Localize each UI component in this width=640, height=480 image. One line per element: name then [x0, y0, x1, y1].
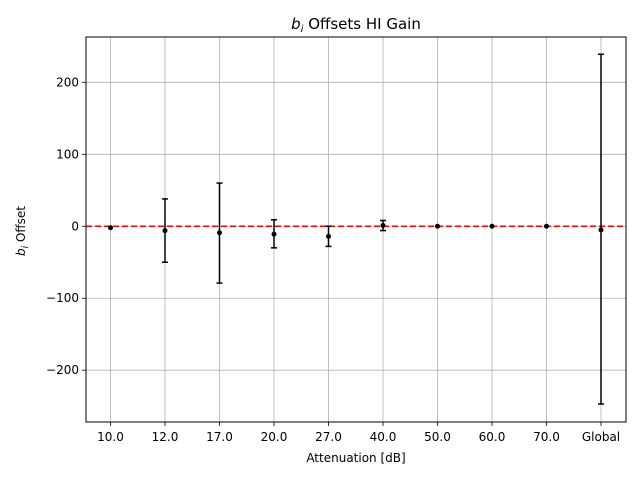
data-point: [544, 223, 549, 229]
x-tick-label: 17.0: [206, 430, 233, 444]
x-tick-label: 27.0: [315, 430, 342, 444]
x-tick-label: 20.0: [261, 430, 288, 444]
y-tick-label: 200: [56, 75, 79, 89]
chart-title: bi Offsets HI Gain: [291, 15, 421, 35]
y-axis-label: bi Offset: [14, 206, 31, 256]
data-point: [217, 230, 222, 236]
x-tick-label: 70.0: [533, 430, 560, 444]
x-tick-label: 12.0: [152, 430, 179, 444]
y-tick-label: 100: [56, 147, 79, 161]
data-point: [108, 225, 113, 231]
data-point: [162, 228, 168, 234]
y-tick-label: 0: [71, 219, 79, 233]
x-axis-label: Attenuation [dB]: [306, 451, 405, 465]
data-point: [489, 223, 495, 229]
data-point: [271, 231, 277, 237]
x-tick-label: 10.0: [97, 430, 124, 444]
x-axis-ticks: 10.0 12.0 17.0 20.0 27.0 40.0 50.0 60.0 70.0 Glob…: [97, 422, 620, 444]
data-point: [435, 223, 440, 229]
data-point: [380, 223, 386, 229]
y-tick-label: −200: [46, 363, 79, 377]
data-points: [108, 223, 604, 239]
x-tick-label: Global: [582, 430, 620, 444]
x-tick-label: 50.0: [424, 430, 451, 444]
y-axis-ticks: −200 −100 0 100 200: [46, 75, 86, 377]
plot-frame: [85, 36, 627, 423]
x-tick-label: 60.0: [479, 430, 506, 444]
y-tick-label: −100: [46, 291, 79, 305]
data-point: [326, 233, 331, 239]
data-point: [598, 227, 604, 233]
x-tick-label: 40.0: [370, 430, 397, 444]
